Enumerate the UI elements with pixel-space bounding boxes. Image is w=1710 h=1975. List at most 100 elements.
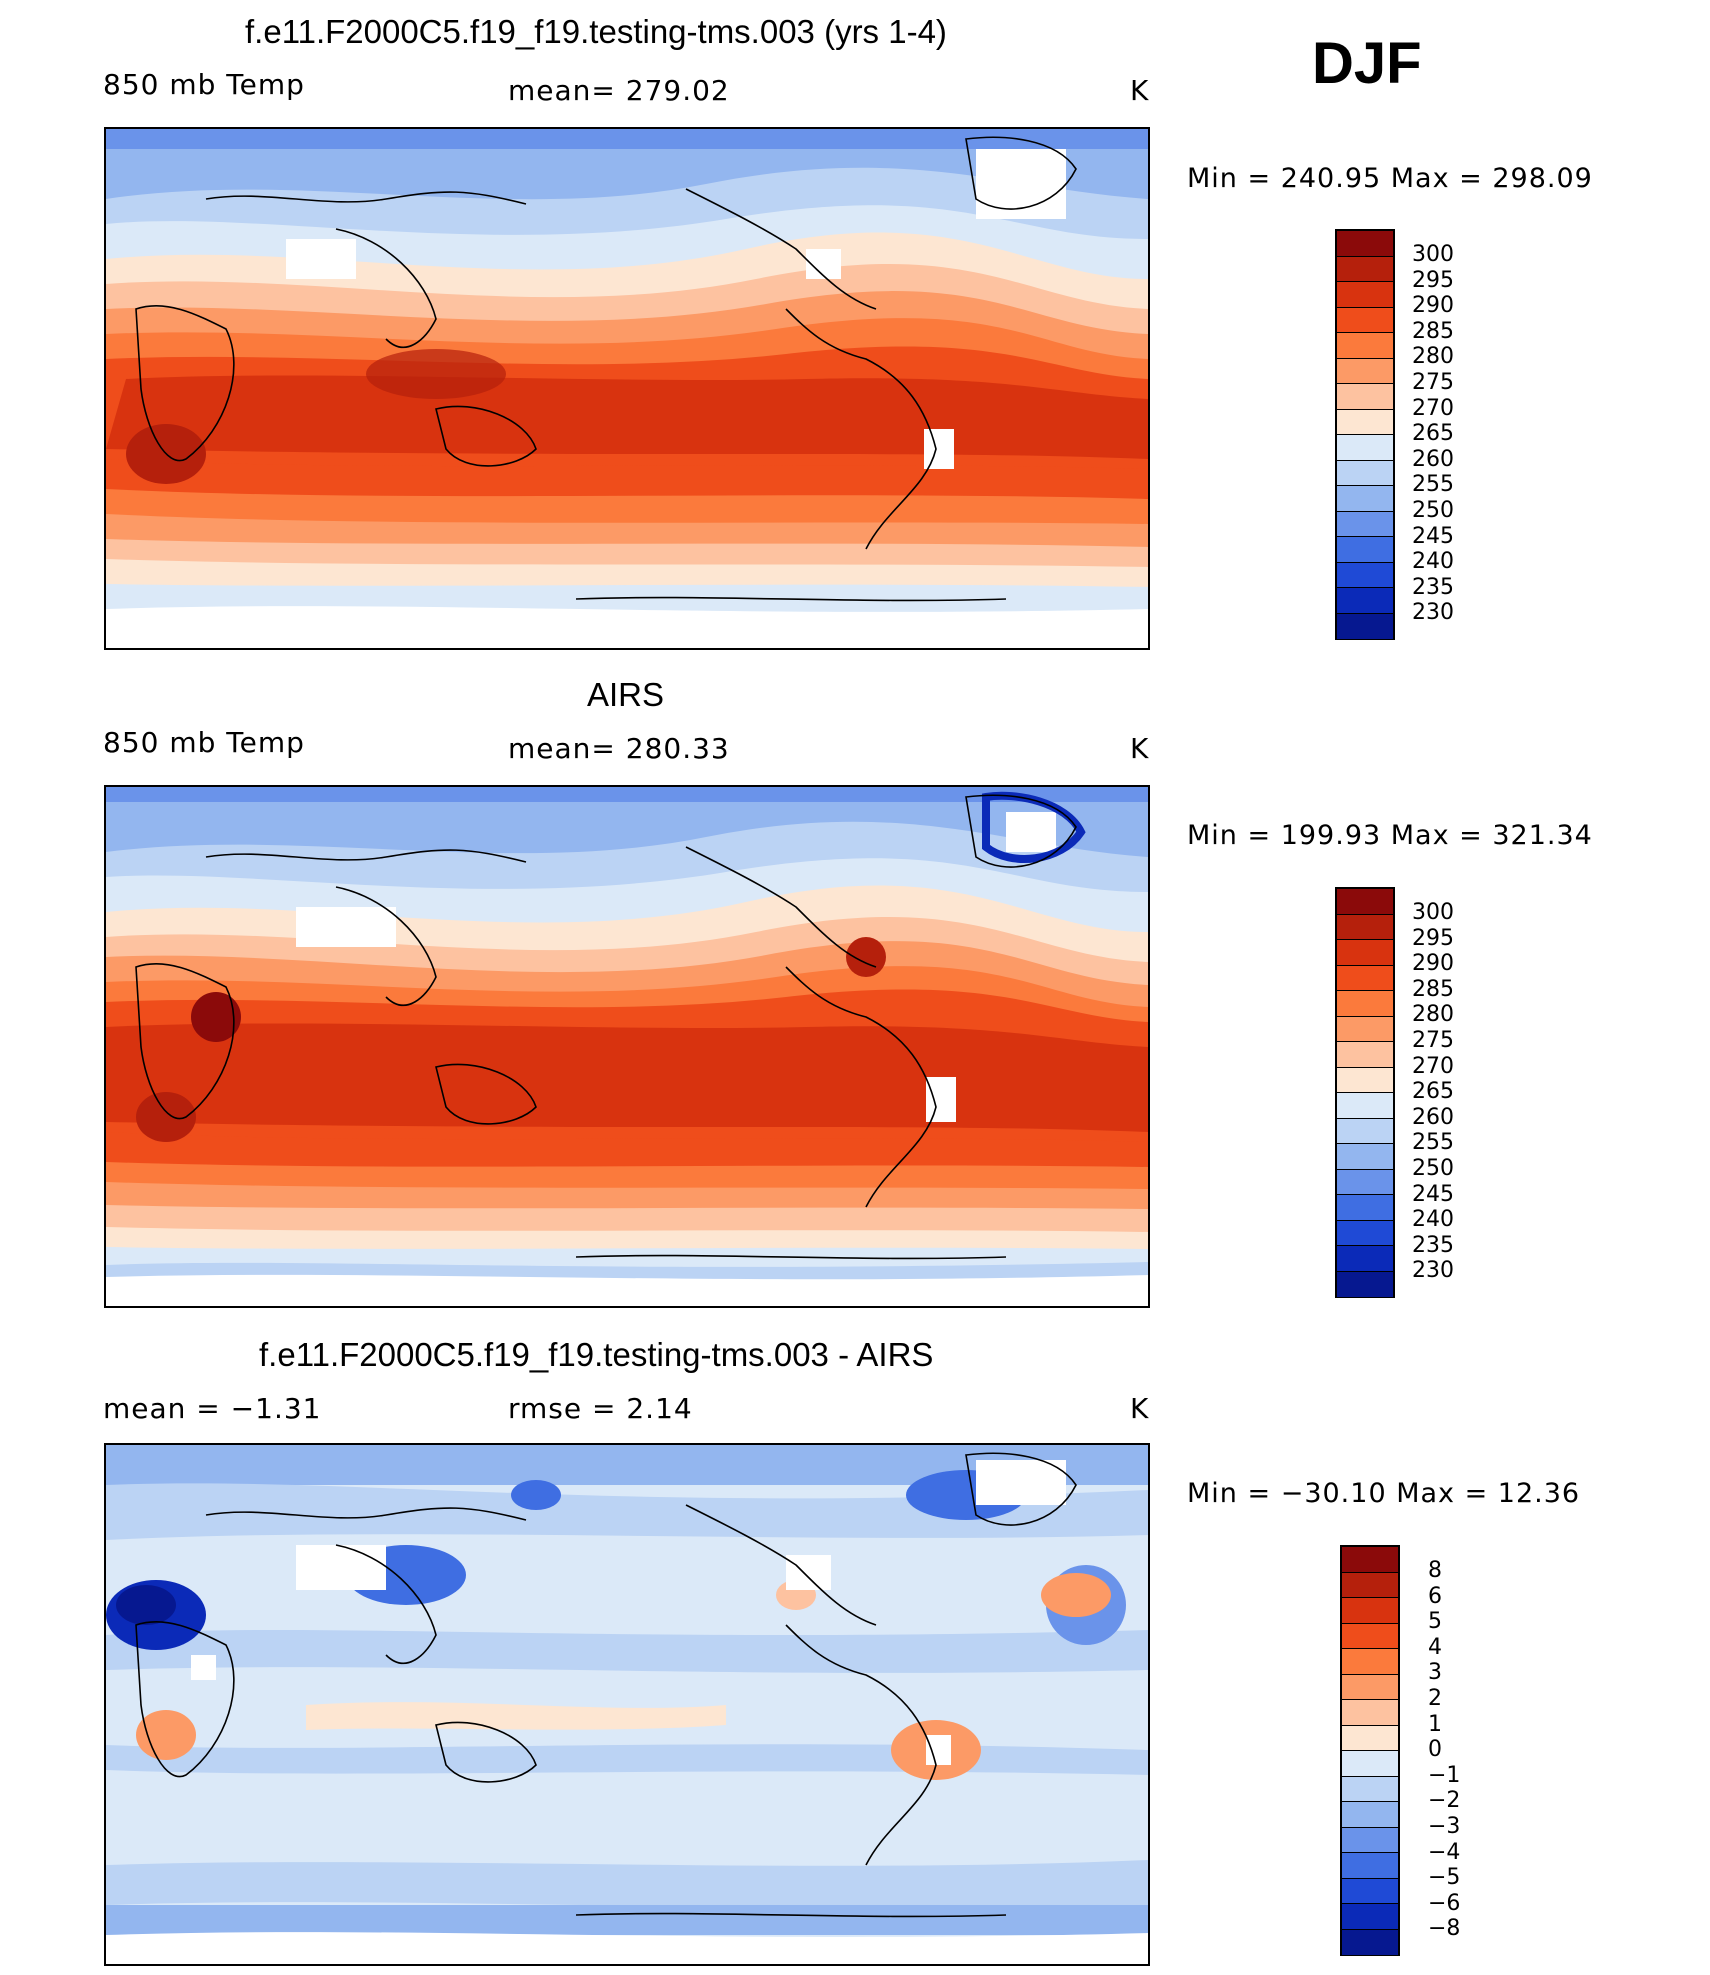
panel-3-minmax-label: Min = −30.10 Max = 12.36 (1187, 1478, 1581, 1509)
colorbar-tick-label: 230 (1412, 600, 1454, 626)
colorbar-tick-label: 270 (1412, 1053, 1454, 1079)
colorbar-tick-label: −8 (1428, 1916, 1461, 1942)
colorbar-segment (1342, 1649, 1398, 1675)
panel-3-difference-map (104, 1443, 1150, 1966)
colorbar-segment (1342, 1547, 1398, 1573)
colorbar-segment (1342, 1751, 1398, 1777)
colorbar-tick-label: 245 (1412, 523, 1454, 549)
colorbar-tick-label: 230 (1412, 1258, 1454, 1284)
colorbar-segment (1337, 307, 1393, 333)
colorbar-segment (1337, 537, 1393, 563)
colorbar-segment (1337, 1093, 1393, 1119)
colorbar-tick-label: 1 (1428, 1711, 1442, 1737)
colorbar-tick-label: 260 (1412, 1104, 1454, 1130)
colorbar-segment (1342, 1802, 1398, 1828)
positive-atlantic (1041, 1573, 1111, 1617)
panel-3-rmse-label: rmse = 2.14 (508, 1392, 693, 1425)
colorbar-segment (1337, 1016, 1393, 1042)
colorbar-segment (1337, 1246, 1393, 1272)
panel-1-minmax-label: Min = 240.95 Max = 298.09 (1187, 163, 1593, 194)
colorbar-tick-label: 255 (1412, 472, 1454, 498)
colorbar-tick-label: 280 (1412, 344, 1454, 370)
colorbar-segment (1337, 1169, 1393, 1195)
panel-1-mean-label: mean= 279.02 (508, 74, 730, 107)
colorbar-tick-label: 270 (1412, 395, 1454, 421)
colorbar-segment (1342, 1776, 1398, 1802)
panel-3-colorbar (1340, 1545, 1400, 1956)
colorbar-segment (1337, 486, 1393, 512)
colorbar-tick-label: 295 (1412, 925, 1454, 951)
colorbar-tick-label: 3 (1428, 1660, 1442, 1686)
panel-2-mean-label: mean= 280.33 (508, 732, 730, 765)
colorbar-segment (1337, 940, 1393, 966)
season-label: DJF (1312, 31, 1422, 96)
colorbar-tick-label: 280 (1412, 1002, 1454, 1028)
panel-2-units-label: K (1130, 732, 1150, 765)
colorbar-segment (1337, 1118, 1393, 1144)
colorbar-segment (1342, 1623, 1398, 1649)
colorbar-segment (1337, 1195, 1393, 1221)
colorbar-segment (1337, 282, 1393, 308)
colorbar-tick-label: 0 (1428, 1737, 1442, 1763)
panel-3-mean-label: mean = −1.31 (103, 1392, 322, 1425)
colorbar-segment (1337, 231, 1393, 257)
colorbar-segment (1342, 1674, 1398, 1700)
panel-2-title: AIRS (587, 676, 665, 713)
colorbar-tick-label: 290 (1412, 293, 1454, 319)
colorbar-tick-label: −1 (1428, 1762, 1461, 1788)
colorbar-segment (1337, 562, 1393, 588)
colorbar-segment (1337, 460, 1393, 486)
colorbar-tick-label: 275 (1412, 370, 1454, 395)
colorbar-tick-label: 285 (1412, 976, 1454, 1002)
colorbar-tick-label: 245 (1412, 1181, 1454, 1207)
colorbar-segment (1342, 1572, 1398, 1598)
colorbar-segment (1337, 914, 1393, 940)
colorbar-segment (1337, 333, 1393, 359)
panel-1-variable-label: 850 mb Temp (103, 68, 305, 101)
colorbar-segment (1337, 965, 1393, 991)
colorbar-segment (1342, 1878, 1398, 1904)
colorbar-segment (1337, 358, 1393, 384)
colorbar-tick-label: 300 (1412, 242, 1454, 267)
panel-2-variable-label: 850 mb Temp (103, 726, 305, 759)
colorbar-segment (1342, 1904, 1398, 1930)
colorbar-segment (1342, 1929, 1398, 1955)
colorbar-tick-label: 265 (1412, 421, 1454, 447)
colorbar-tick-label: 285 (1412, 318, 1454, 344)
colorbar-segment (1342, 1700, 1398, 1726)
colorbar-segment (1337, 588, 1393, 614)
coastlines (135, 136, 1077, 602)
colorbar-segment (1337, 613, 1393, 639)
colorbar-segment (1337, 1220, 1393, 1246)
panel-2-map-svg (106, 787, 1148, 1306)
colorbar-tick-label: −3 (1428, 1814, 1461, 1839)
panel-3-title: f.e11.F2000C5.f19_f19.testing-tms.003 - … (259, 1336, 934, 1373)
panel-2-temperature-map (104, 785, 1150, 1308)
panel-1-colorbar (1335, 229, 1395, 640)
colorbar-tick-label: 260 (1412, 446, 1454, 472)
colorbar-segment (1337, 991, 1393, 1017)
colorbar-segment (1342, 1827, 1398, 1853)
colorbar-segment (1342, 1725, 1398, 1751)
colorbar-tick-label: 255 (1412, 1130, 1454, 1156)
panel-3-units-label: K (1130, 1392, 1150, 1425)
panel-1-title: f.e11.F2000C5.f19_f19.testing-tms.003 (y… (245, 13, 947, 50)
missing-tibet (286, 239, 356, 279)
colorbar-tick-label: 240 (1412, 549, 1454, 575)
panel-1-temperature-map (104, 127, 1150, 650)
colorbar-tick-label: −2 (1428, 1788, 1461, 1814)
colorbar-tick-label: 240 (1412, 1207, 1454, 1233)
colorbar-tick-label: 250 (1412, 1156, 1454, 1181)
colorbar-tick-label: 300 (1412, 900, 1454, 925)
colorbar-tick-label: 235 (1412, 1232, 1454, 1258)
colorbar-segment (1337, 435, 1393, 461)
missing-greenland (976, 149, 1066, 219)
panel-3-map-svg (106, 1445, 1148, 1964)
colorbar-tick-label: 2 (1428, 1686, 1442, 1711)
colorbar-tick-label: 275 (1412, 1028, 1454, 1053)
colorbar-segment (1337, 384, 1393, 410)
colorbar-segment (1337, 1271, 1393, 1297)
panel-1-map-svg (106, 129, 1148, 648)
panel-2-colorbar (1335, 887, 1395, 1298)
colorbar-segment (1337, 256, 1393, 282)
